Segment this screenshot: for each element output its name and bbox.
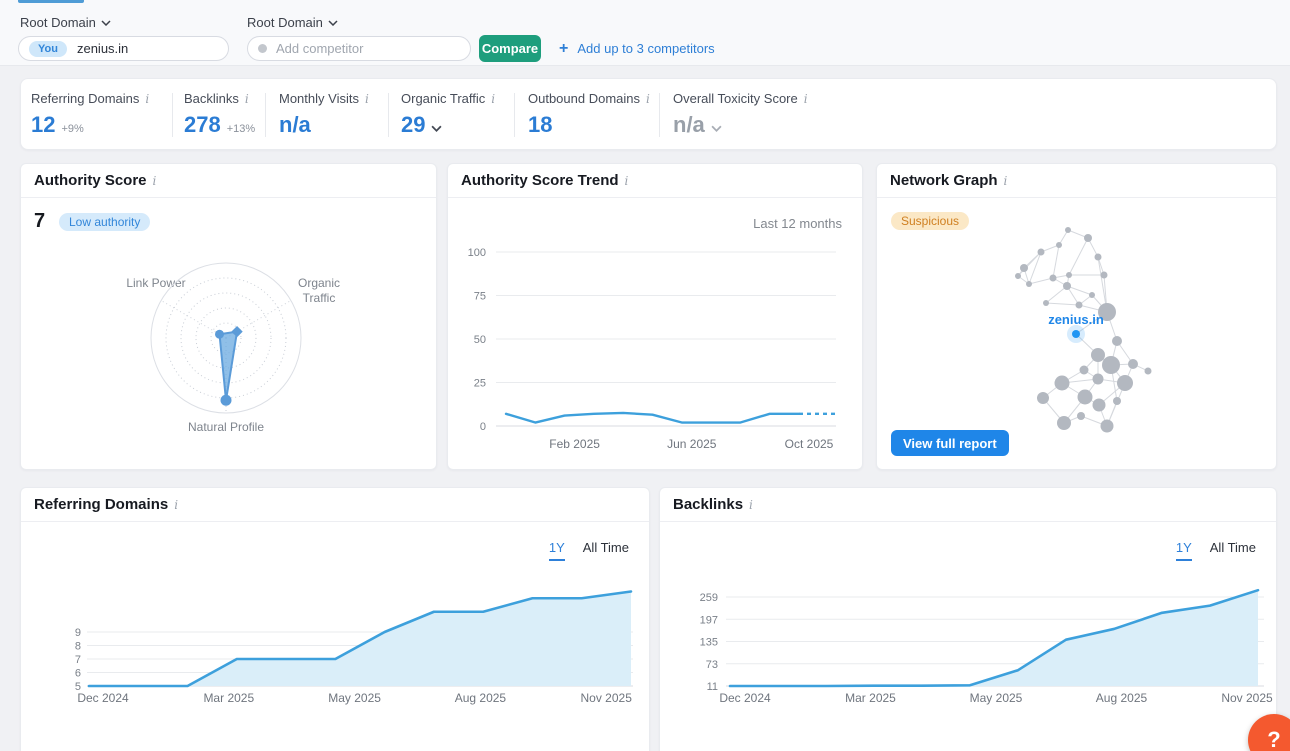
svg-text:75: 75 — [474, 291, 486, 303]
add-competitors-link[interactable]: + Add up to 3 competitors — [559, 41, 715, 56]
metric-label: Backlinks — [184, 91, 239, 106]
metric-label: Monthly Visits — [279, 91, 359, 106]
your-domain-value: zenius.in — [77, 41, 128, 56]
metric-label: Outbound Domains — [528, 91, 640, 106]
info-icon[interactable]: i — [646, 92, 650, 106]
info-icon[interactable]: i — [245, 92, 249, 106]
referring-domains-chart: 98765Dec 2024Mar 2025May 2025Aug 2025Nov… — [21, 488, 651, 751]
panel-title: Network Graph — [890, 172, 998, 189]
svg-text:135: 135 — [700, 637, 718, 649]
svg-text:197: 197 — [700, 614, 718, 626]
authority-trend-chart: 100 75 50 25 0 Feb 2025 Jun 2025 Oct 2025 — [448, 164, 864, 471]
svg-text:100: 100 — [468, 247, 486, 259]
root-domain-select-competitor[interactable]: Root Domain — [247, 15, 338, 30]
you-badge: You — [29, 41, 67, 57]
chevron-down-icon — [101, 20, 111, 26]
root-domain-select-you[interactable]: Root Domain — [20, 15, 111, 30]
svg-text:8: 8 — [75, 641, 81, 653]
svg-text:Oct 2025: Oct 2025 — [785, 437, 834, 451]
authority-radar-chart — [76, 259, 376, 469]
svg-text:Mar 2025: Mar 2025 — [845, 691, 896, 705]
referring-domains-panel: Referring Domains i 1Y All Time 98765Dec… — [20, 487, 650, 751]
comparison-topbar: Root Domain Root Domain You zenius.in Co… — [0, 0, 1290, 66]
svg-text:Dec 2024: Dec 2024 — [77, 691, 129, 705]
compare-button[interactable]: Compare — [479, 35, 541, 62]
info-icon[interactable]: i — [1004, 174, 1008, 188]
root-domain-label: Root Domain — [20, 15, 96, 30]
info-icon[interactable]: i — [145, 92, 149, 106]
chevron-down-icon — [431, 125, 442, 132]
authority-score-panel: Authority Score i 7 Low authority Link P… — [20, 163, 437, 470]
divider — [388, 93, 389, 137]
metrics-summary-bar: Referring Domains i 12 +9% Backlinks i 278 +… — [20, 78, 1277, 150]
divider — [172, 93, 173, 137]
view-full-report-button[interactable]: View full report — [891, 430, 1009, 456]
metric-delta: +13% — [227, 123, 255, 135]
your-domain-input[interactable]: You zenius.in — [18, 36, 229, 61]
backlinks-chart: 259 197 135 73 11Dec 2024 Mar 2025 May 2025 Aug… — [660, 488, 1278, 751]
metric-toxicity-score: Overall Toxicity Score i n/a — [673, 91, 808, 138]
metric-backlinks: Backlinks i 278 +13% — [184, 91, 255, 138]
metric-label: Referring Domains — [31, 91, 139, 106]
svg-text:6: 6 — [75, 668, 81, 680]
backlinks-panel: Backlinks i 1Y All Time 2591971357311Dec… — [659, 487, 1277, 751]
metric-value: n/a — [673, 112, 705, 138]
info-icon[interactable]: i — [365, 92, 369, 106]
plus-icon: + — [559, 42, 568, 55]
metric-value: n/a — [279, 112, 311, 138]
svg-text:9: 9 — [75, 627, 81, 639]
svg-text:Aug 2025: Aug 2025 — [455, 691, 507, 705]
svg-text:259: 259 — [700, 592, 718, 604]
chevron-down-icon — [328, 20, 338, 26]
svg-text:Dec 2024: Dec 2024 — [719, 691, 771, 705]
svg-text:50: 50 — [474, 334, 486, 346]
add-competitors-label: Add up to 3 competitors — [577, 41, 714, 56]
info-icon[interactable]: i — [804, 92, 808, 106]
metric-label: Overall Toxicity Score — [673, 91, 798, 106]
metric-organic-traffic: Organic Traffic i 29 — [401, 91, 495, 138]
metric-label: Organic Traffic — [401, 91, 485, 106]
svg-text:11: 11 — [707, 681, 718, 693]
info-icon[interactable]: i — [153, 174, 157, 188]
organic-traffic-dropdown[interactable]: 29 — [401, 112, 495, 138]
metric-value: 12 — [31, 112, 55, 138]
divider — [514, 93, 515, 137]
divider — [659, 93, 660, 137]
svg-text:Nov 2025: Nov 2025 — [1221, 691, 1273, 705]
metric-delta: +9% — [61, 123, 83, 135]
root-domain-label: Root Domain — [247, 15, 323, 30]
svg-text:May 2025: May 2025 — [328, 691, 381, 705]
svg-text:May 2025: May 2025 — [970, 691, 1023, 705]
svg-text:Feb 2025: Feb 2025 — [549, 437, 600, 451]
favicon-placeholder-icon — [258, 44, 267, 53]
active-tab-indicator — [18, 0, 84, 3]
svg-text:Nov 2025: Nov 2025 — [581, 691, 633, 705]
info-icon[interactable]: i — [491, 92, 495, 106]
panel-title: Authority Score — [34, 172, 147, 189]
metric-value: 18 — [528, 112, 552, 138]
svg-text:7: 7 — [75, 654, 81, 666]
svg-text:73: 73 — [706, 659, 718, 671]
svg-text:Aug 2025: Aug 2025 — [1096, 691, 1148, 705]
metric-monthly-visits: Monthly Visits i n/a — [279, 91, 369, 138]
divider — [265, 93, 266, 137]
chevron-down-icon — [711, 125, 722, 132]
network-graph-panel: Network Graph i Suspicious zenius.in Vie… — [876, 163, 1277, 470]
toxicity-dropdown[interactable]: n/a — [673, 112, 808, 138]
metric-value: 29 — [401, 112, 425, 138]
metric-outbound-domains: Outbound Domains i 18 — [528, 91, 650, 138]
competitor-input-wrap[interactable] — [247, 36, 471, 61]
svg-text:25: 25 — [474, 378, 486, 390]
svg-text:0: 0 — [480, 421, 486, 433]
svg-text:Jun 2025: Jun 2025 — [667, 437, 717, 451]
authority-score-trend-panel: Authority Score Trend i Last 12 months 1… — [447, 163, 863, 470]
competitor-input[interactable] — [276, 41, 436, 56]
metric-referring-domains: Referring Domains i 12 +9% — [31, 91, 149, 138]
authority-score-value: 7 — [34, 210, 45, 233]
metric-value: 278 — [184, 112, 221, 138]
you-node-label: zenius.in — [1026, 312, 1126, 327]
authority-level-badge: Low authority — [59, 213, 150, 231]
svg-text:Mar 2025: Mar 2025 — [203, 691, 254, 705]
